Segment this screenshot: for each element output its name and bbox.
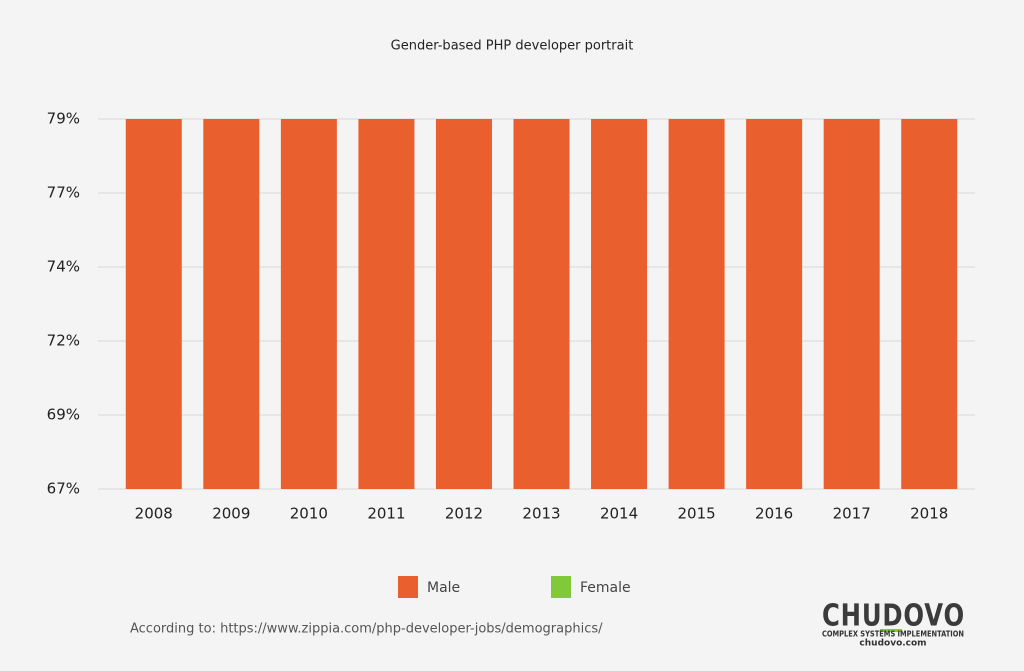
logo-site: chudovo.com: [859, 639, 926, 649]
legend-label: Male: [427, 580, 460, 596]
y-tick-label: 69%: [47, 406, 80, 424]
bar-segment: [746, 119, 803, 489]
x-tick-label: 2012: [445, 505, 483, 523]
logo-name: CHUDOVO: [822, 599, 965, 634]
y-tick-label: 67%: [47, 480, 80, 498]
legend-label: Female: [580, 580, 631, 596]
bar-segment: [901, 119, 958, 489]
y-tick-label: 79%: [47, 110, 80, 128]
y-tick-label: 72%: [47, 332, 80, 350]
bar-segment: [513, 119, 570, 489]
bar-segment: [668, 119, 725, 489]
labels: 67% 69% 72% 74% 77% 79% 2008 2009 2010 2011 2012 20…: [47, 110, 948, 598]
x-tick-label: 2014: [600, 505, 638, 523]
bar-segment: [125, 119, 182, 489]
x-tick-label: 2016: [755, 505, 793, 523]
x-tick-label: 2010: [290, 505, 328, 523]
chart-title: Gender-based PHP developer portrait: [391, 39, 634, 54]
bar-segment: [823, 119, 880, 489]
y-tick-label: 77%: [47, 184, 80, 202]
bar-segment: [358, 119, 415, 489]
x-tick-label: 2009: [212, 505, 250, 523]
bar-segment: [591, 119, 648, 489]
x-tick-label: 2015: [677, 505, 715, 523]
x-tick-label: 2011: [367, 505, 405, 523]
logo-accent: [880, 629, 902, 632]
x-tick-label: 2013: [522, 505, 560, 523]
x-tick-label: 2008: [135, 505, 173, 523]
bar-segment: [435, 119, 492, 489]
bar-segment: [203, 119, 260, 489]
legend-swatch: [398, 576, 418, 598]
source-note: According to: https://www.zippia.com/php…: [130, 622, 603, 637]
logo-tagline: COMPLEX SYSTEMS IMPLEMENTATION: [822, 630, 964, 639]
legend-swatch: [551, 576, 571, 598]
y-tick-label: 74%: [47, 258, 80, 276]
bar-segment: [280, 119, 337, 489]
bars: [125, 119, 958, 489]
x-tick-label: 2018: [910, 505, 948, 523]
x-tick-label: 2017: [833, 505, 871, 523]
